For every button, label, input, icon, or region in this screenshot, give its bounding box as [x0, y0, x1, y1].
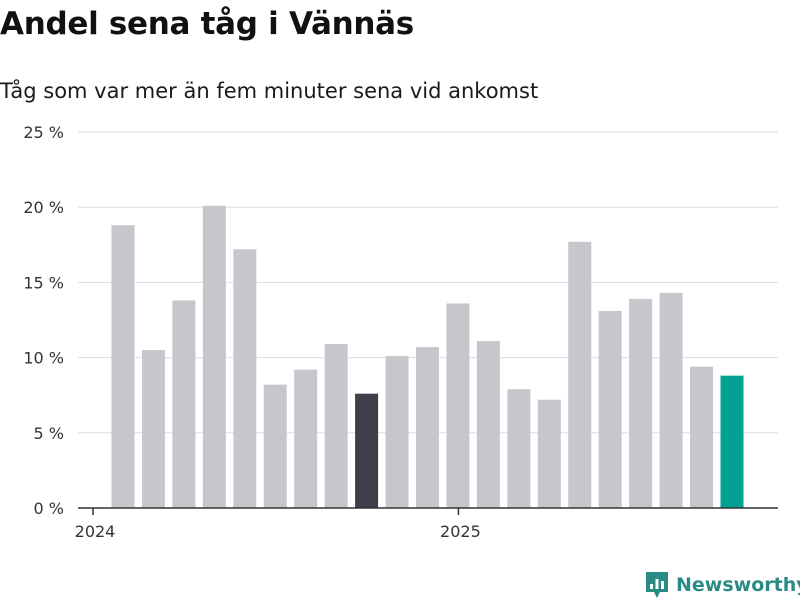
bar [294, 369, 318, 508]
newsworthy-logo-text: Newsworthy [676, 574, 800, 596]
bar [324, 344, 348, 508]
newsworthy-logo: Newsworthy [644, 570, 800, 600]
chart-title: Andel sena tåg i Vännäs [0, 6, 414, 42]
bar [263, 384, 287, 508]
bar [629, 298, 653, 508]
bar [416, 347, 439, 508]
bar [598, 310, 622, 508]
y-tick-label: 10 % [23, 349, 64, 368]
chart-subtitle: Tåg som var mer än fem minuter sena vid … [0, 79, 539, 103]
bar [568, 241, 592, 509]
y-tick-label: 20 % [23, 198, 64, 217]
y-tick-label: 5 % [34, 424, 64, 443]
bar [385, 356, 409, 508]
x-tick-label: 2025 [440, 522, 481, 541]
bar [537, 399, 561, 508]
bar [720, 375, 744, 508]
bar [111, 225, 135, 509]
bar [355, 393, 379, 508]
y-tick-label: 0 % [34, 499, 64, 518]
bar [476, 341, 500, 508]
x-tick-label: 2024 [75, 522, 116, 541]
bar-chart: 0 % 5 % 10 % 15 % 20 % 25 % 2024 2025 [23, 123, 778, 541]
bar [172, 300, 196, 508]
bar [659, 292, 683, 508]
y-tick-label: 25 % [23, 123, 64, 142]
bar [507, 389, 531, 508]
bar [202, 205, 226, 509]
bar [141, 350, 165, 508]
newsworthy-logo-icon [646, 572, 668, 598]
y-tick-label: 15 % [23, 273, 64, 292]
bar [690, 366, 714, 508]
bar [233, 249, 257, 508]
bar [446, 303, 470, 508]
